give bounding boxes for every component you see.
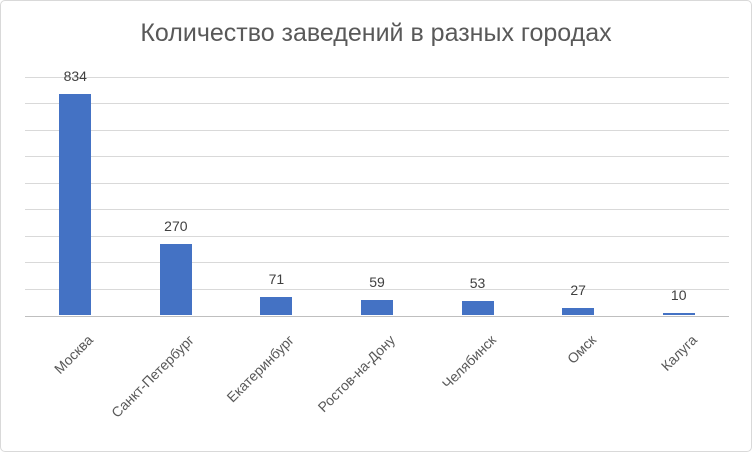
gridline <box>25 182 729 184</box>
data-label: 53 <box>469 275 486 292</box>
gridline <box>25 288 729 290</box>
bar <box>59 94 92 316</box>
category-label: Калуга <box>657 331 700 374</box>
chart-title: Количество заведений в разных городах <box>140 19 612 47</box>
gridline <box>25 235 729 237</box>
data-label: 270 <box>164 217 188 234</box>
data-label: 59 <box>369 273 385 290</box>
category-label: Москва <box>51 331 97 377</box>
category-label: Челябинск <box>438 331 499 392</box>
data-label: 10 <box>670 286 687 303</box>
category-label: Омск <box>564 331 600 367</box>
x-axis-line <box>25 315 729 317</box>
data-label: 71 <box>268 270 285 287</box>
data-label: 27 <box>570 282 586 299</box>
category-label: Ростов-на-Дону <box>314 331 399 415</box>
bar <box>361 299 393 316</box>
bar <box>159 243 192 316</box>
gridline <box>25 209 729 211</box>
bar <box>461 301 494 316</box>
gridline <box>25 76 729 78</box>
bar <box>260 296 293 316</box>
gridline <box>25 129 729 131</box>
category-label: Екатеринбург <box>223 331 298 405</box>
gridline <box>25 103 729 105</box>
category-label: Санкт-Петербург <box>107 331 197 421</box>
data-label: 834 <box>63 68 87 85</box>
gridline <box>25 156 729 158</box>
gridline <box>25 262 729 264</box>
bar <box>562 308 595 316</box>
bar <box>662 312 695 316</box>
